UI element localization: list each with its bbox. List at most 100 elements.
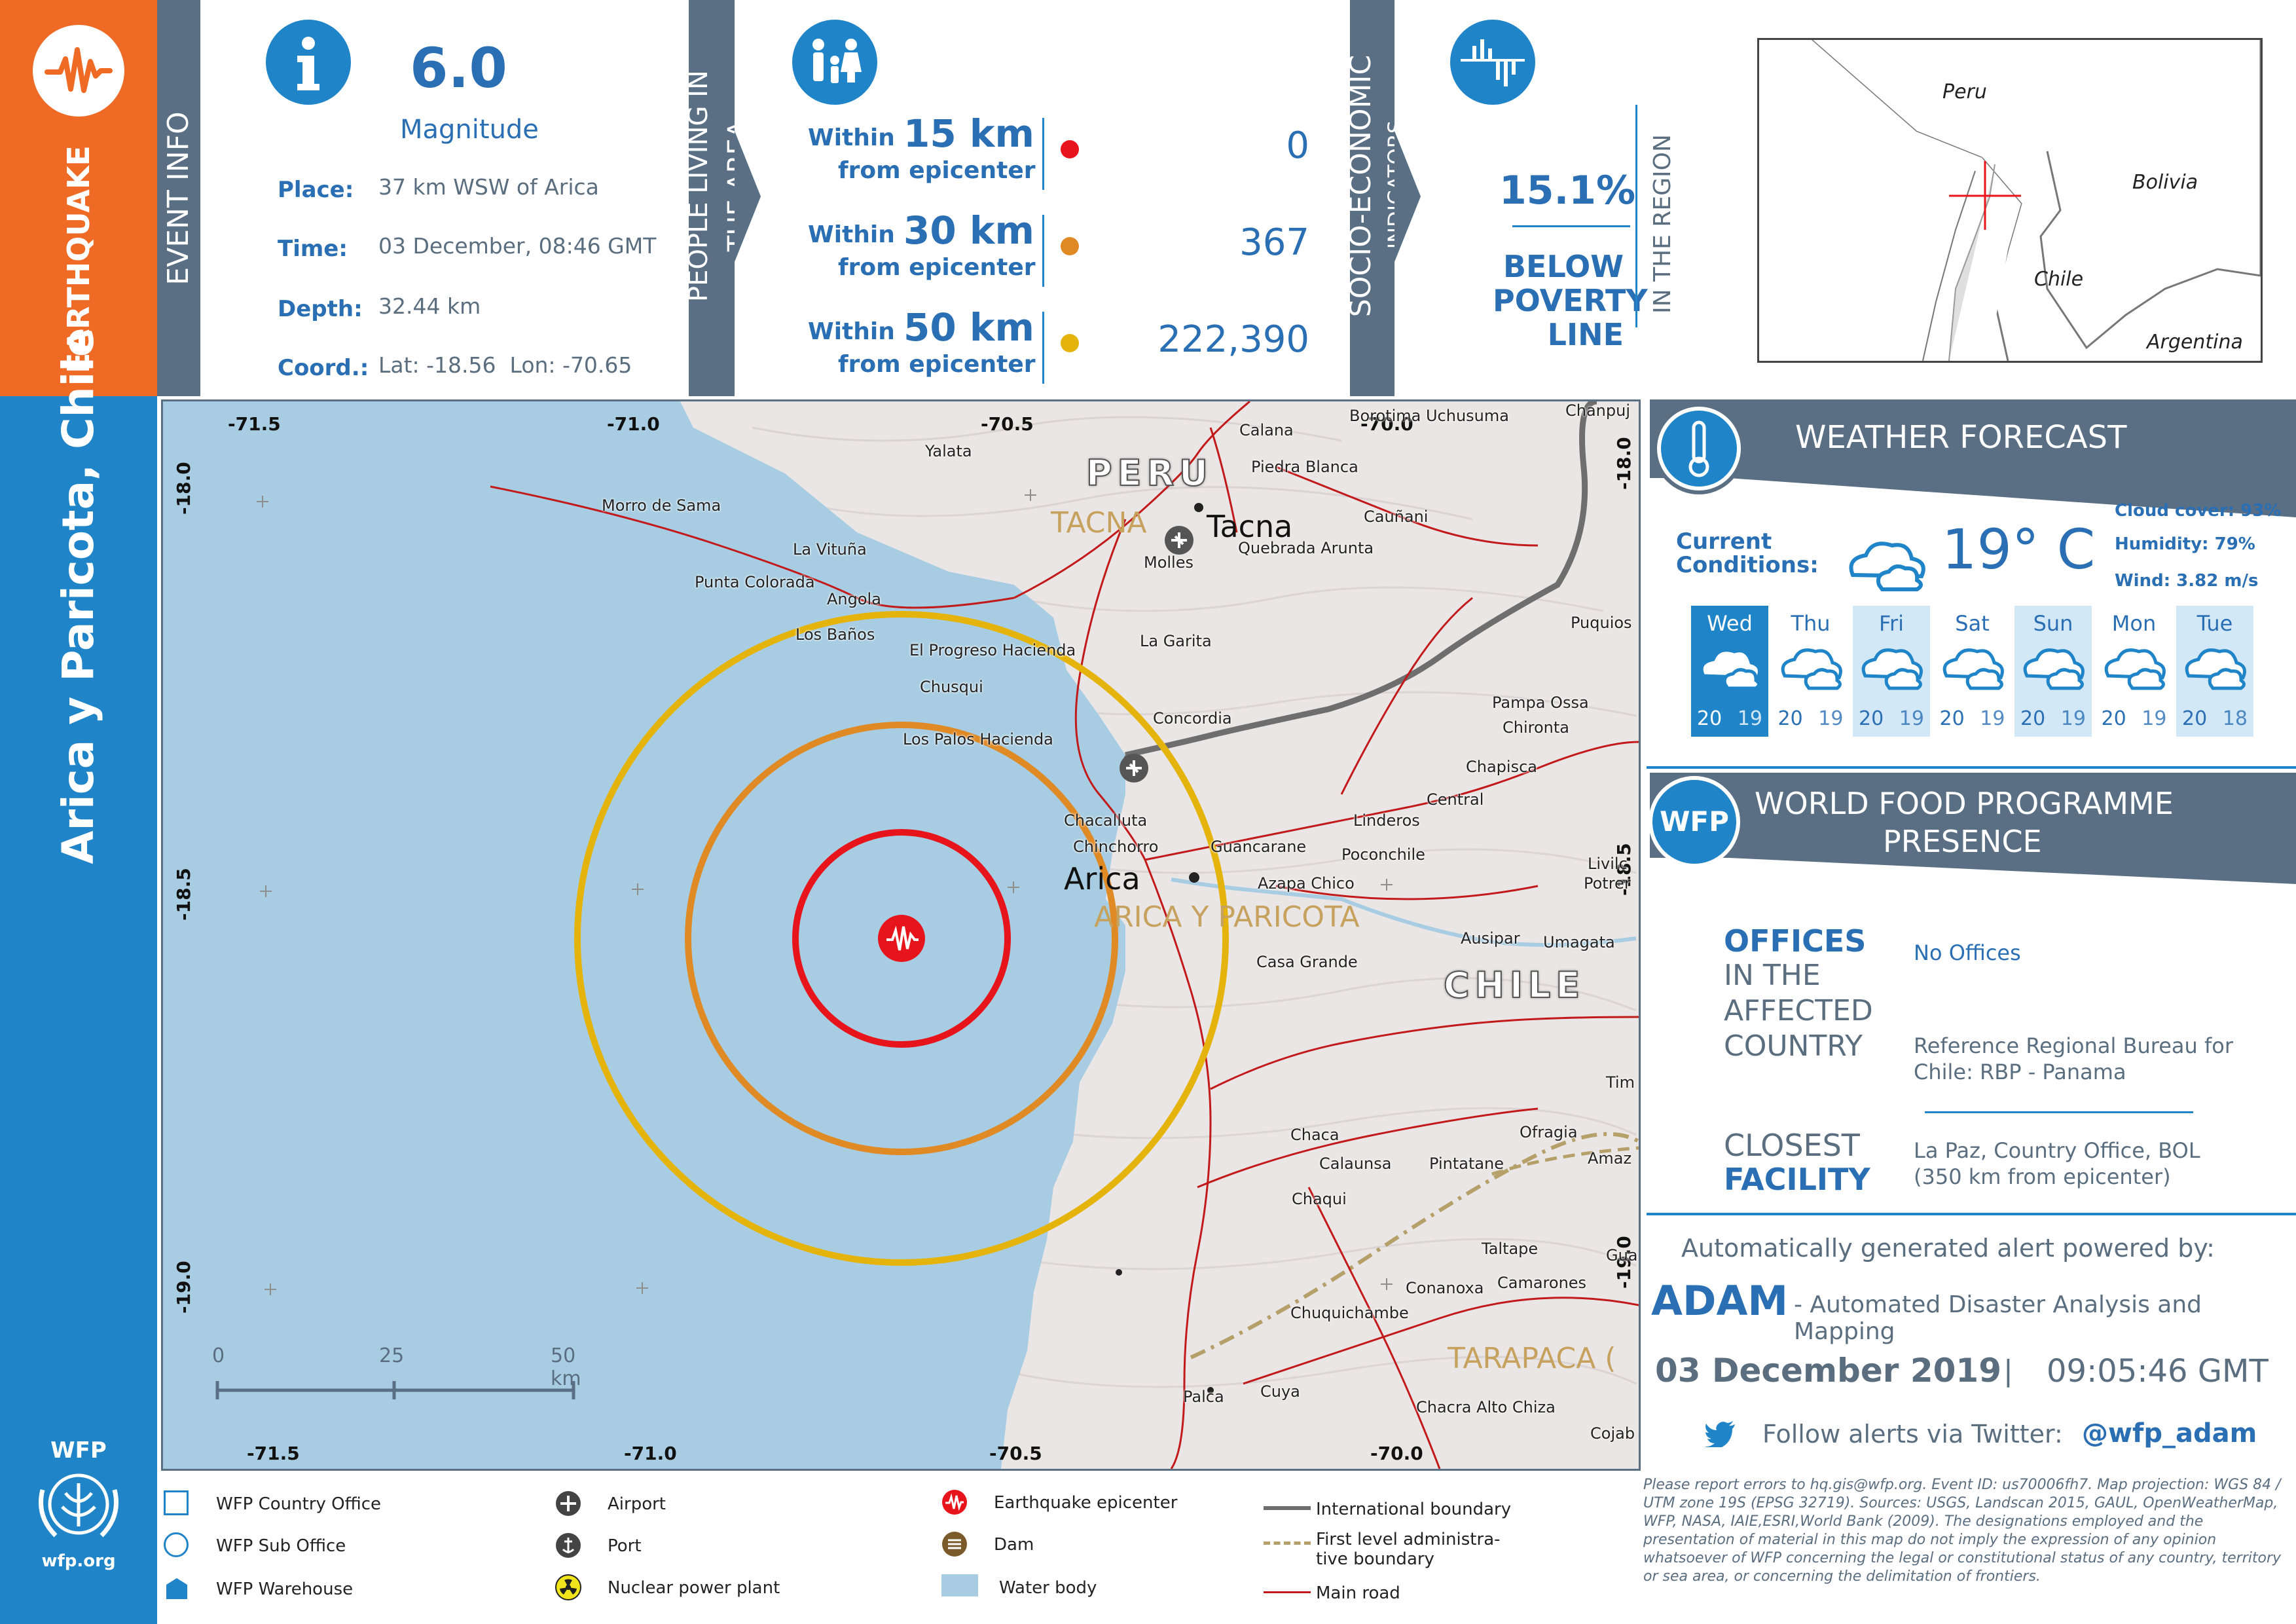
population-value: 0: [1286, 124, 1309, 167]
place-label: Gua: [1606, 1246, 1638, 1264]
population-within: Within: [808, 221, 895, 248]
legend-warehouse-label: WFP Warehouse: [216, 1579, 354, 1599]
place-label: Place:: [278, 177, 354, 203]
facility: La Paz, Country Office, BOL: [1914, 1138, 2200, 1163]
legend-port-label: Port: [608, 1536, 642, 1556]
forecast-low: 19: [1899, 707, 1924, 730]
forecast-temps: 20 19: [1853, 707, 1930, 730]
lat-label-right: -18.0: [1613, 437, 1635, 490]
forecast-cloud-icon: [2176, 640, 2253, 697]
inset-label-chile: Chile: [2034, 268, 2084, 291]
thermometer-icon: [1653, 403, 1745, 494]
info-icon: [266, 20, 351, 105]
population-dot: [1061, 237, 1079, 255]
wfp-title-2: PRESENCE: [1883, 824, 2042, 859]
inset-map: Peru Bolivia Chile Argentina: [1757, 38, 2263, 363]
place-label: Calana: [1239, 421, 1294, 439]
lat-label-left: -18.0: [173, 462, 194, 515]
forecast-temps: 20 19: [1772, 707, 1850, 730]
adam-date: 03 December 2019: [1655, 1352, 2001, 1390]
place-label: Puquios: [1571, 614, 1632, 632]
place-label: Amaz: [1588, 1149, 1632, 1168]
region-label-tacna: TACNA: [1051, 506, 1147, 540]
place-label: Central: [1427, 790, 1484, 809]
forecast-low: 19: [1737, 707, 1762, 730]
country-label-peru: PERU: [1085, 452, 1213, 494]
forecast-low: 19: [1818, 707, 1844, 730]
population-dot: [1061, 334, 1079, 352]
poverty-line-1: BELOW: [1503, 249, 1624, 284]
airport-icons: [1120, 526, 1194, 783]
legend-intl-boundary-icon: [1264, 1496, 1311, 1510]
twitter-icon[interactable]: [1705, 1421, 1736, 1447]
place-label: Los Palos Hacienda: [903, 730, 1053, 748]
twitter-handle[interactable]: @wfp_adam: [2082, 1418, 2257, 1449]
forecast-high: 20: [1939, 707, 1965, 730]
reference-bureau-2: Chile: RBP - Panama: [1914, 1060, 2126, 1084]
forecast-day-name: Sat: [1955, 611, 1990, 636]
place-label: Piedra Blanca: [1251, 458, 1358, 476]
forecast-day-name: Tue: [2196, 611, 2233, 636]
wfp-header: [1650, 773, 2296, 858]
forecast-day: Wed 20 19: [1691, 606, 1768, 737]
adam-date-sep: |: [2003, 1354, 2013, 1388]
earthquake-icon: [33, 25, 124, 117]
forecast-cloud-icon: [1691, 640, 1768, 697]
legend-water-label: Water body: [999, 1578, 1097, 1598]
adam-separator: [1647, 1213, 2296, 1215]
forecast-day: Tue 20 18: [2176, 606, 2253, 737]
no-offices: No Offices: [1914, 940, 2021, 965]
adam-time: 09:05:46 GMT: [2047, 1353, 2269, 1390]
place-label: Cuya: [1260, 1382, 1300, 1401]
legend-sub-office-label: WFP Sub Office: [216, 1536, 346, 1556]
population-from: from epicenter: [838, 157, 1036, 184]
forecast-temps: 20 19: [1691, 707, 1768, 730]
humidity: Humidity: 79%: [2115, 534, 2255, 554]
event-info-panel: 6.0 Magnitude Place: 37 km WSW of Arica …: [200, 0, 687, 396]
offices-1: OFFICES: [1724, 923, 1867, 959]
place-value: 37 km WSW of Arica: [378, 174, 599, 200]
legend-warehouse-icon: [164, 1576, 190, 1606]
place-label: Conanoxa: [1406, 1279, 1484, 1297]
people-tab: PEOPLE LIVING IN THE AREA: [683, 0, 753, 396]
population-divider: [1042, 312, 1044, 384]
place-label: Concordia: [1153, 709, 1232, 728]
coord-label: Coord.:: [278, 355, 369, 381]
legend-country-office-label: WFP Country Office: [216, 1494, 382, 1514]
population-from: from epicenter: [838, 254, 1036, 281]
forecast-day: Sun 20 19: [2014, 606, 2092, 737]
wfp-emblem-icon: [39, 1473, 118, 1538]
place-label: Angola: [827, 590, 881, 608]
forecast-cloud-icon: [2014, 640, 2092, 697]
weather-header: WEATHER FORECAST: [1650, 399, 2296, 478]
lon-label-top: -70.5: [981, 413, 1034, 435]
population-value: 367: [1239, 221, 1309, 264]
scale-bar: 0 25 50 km: [212, 1344, 581, 1403]
place-label: Camarones: [1497, 1274, 1587, 1292]
place-label: Calaunsa: [1319, 1154, 1392, 1173]
population-row: Within 15 km from epicenter 0: [753, 111, 1342, 196]
place-label: Molles: [1144, 553, 1194, 572]
place-label: Guancarane: [1211, 838, 1307, 856]
reference-bureau: Reference Regional Bureau for: [1914, 1033, 2233, 1058]
place-label: Chanpuj: [1565, 401, 1630, 420]
lon-label-bottom: -71.0: [624, 1443, 677, 1464]
forecast-day: Mon 20 19: [2095, 606, 2173, 737]
legend-nuclear-label: Nuclear power plant: [608, 1578, 780, 1598]
legend-water-icon: [941, 1574, 978, 1596]
population-distance: 50 km: [903, 305, 1034, 350]
legend-dam-label: Dam: [994, 1535, 1034, 1555]
forecast-cloud-icon: [1934, 640, 2011, 697]
forecast-high: 20: [1697, 707, 1722, 730]
wfp-footer-logo-text: WFP: [50, 1437, 107, 1464]
offices-3: AFFECTED: [1724, 994, 1873, 1027]
place-label: Chaca: [1290, 1126, 1339, 1144]
region-label-tarapaca: TARAPACA (: [1448, 1342, 1616, 1375]
region-label-arica: ARICA Y PARICOTA: [1094, 900, 1360, 934]
scale-label-0: 0: [212, 1344, 225, 1367]
wfp-title-1: WORLD FOOD PROGRAMME: [1755, 786, 2174, 821]
ring-30km: [685, 722, 1118, 1155]
place-label: Taltape: [1482, 1240, 1539, 1258]
place-label: Chinchorro: [1073, 838, 1159, 856]
place-label: Chusqui: [920, 678, 983, 696]
